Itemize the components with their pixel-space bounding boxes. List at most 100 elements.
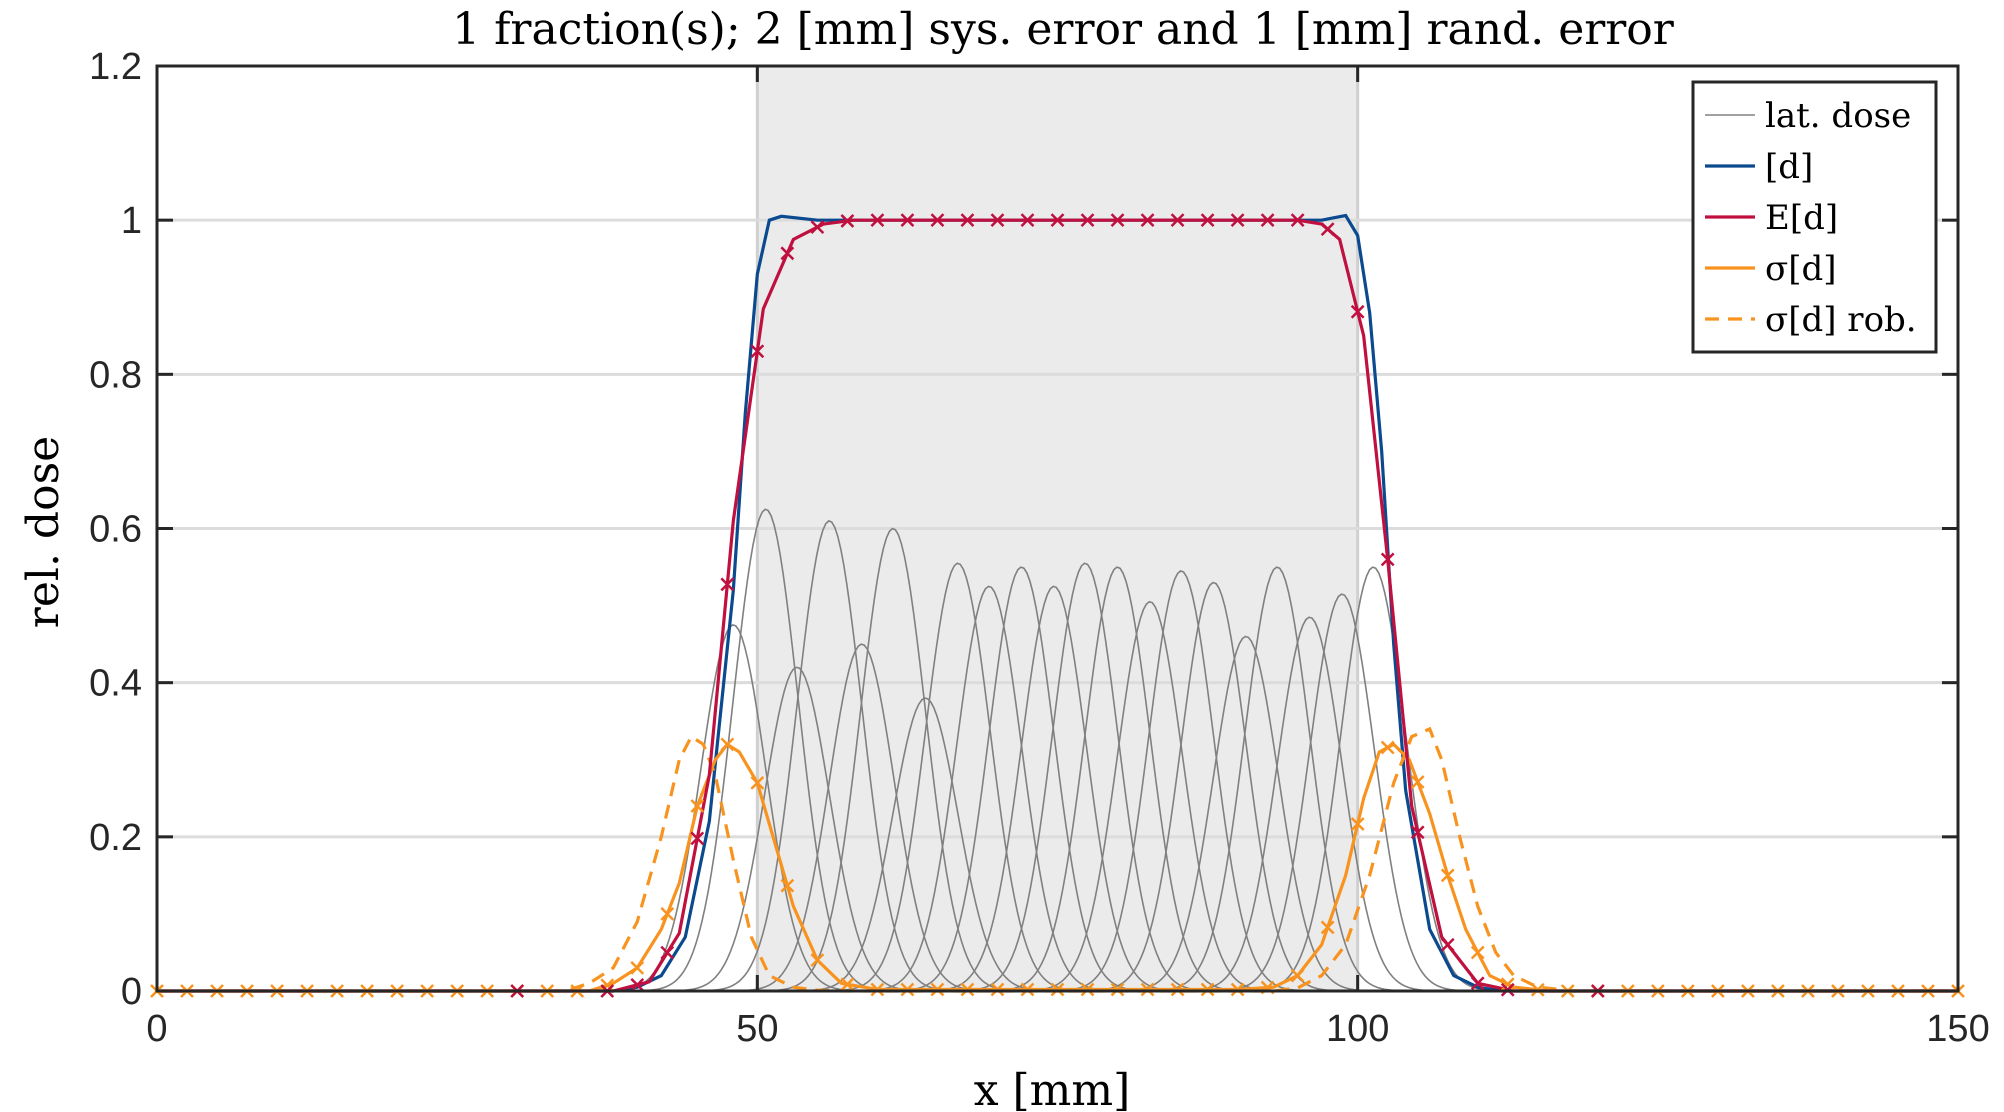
expected-marker [1350, 304, 1365, 319]
expected-marker [1290, 213, 1305, 228]
std-marker [780, 878, 795, 893]
expected-marker [1440, 937, 1455, 952]
x-tick-label: 0 [146, 1008, 167, 1050]
lateral-dose-spot [603, 624, 862, 992]
y-tick-label: 0.4 [89, 663, 142, 705]
std-marker [720, 737, 735, 752]
expected-marker [900, 213, 915, 228]
axes-layer: 0 50 100 150 0 0.2 0.4 0.6 0.8 1 1.2 [89, 46, 1990, 1050]
std-marker [600, 978, 615, 993]
lateral-dose-spot [667, 666, 926, 992]
expected-marker [1410, 825, 1425, 840]
x-tick-label: 100 [1326, 1008, 1389, 1050]
lateral-dose-spot [1212, 593, 1471, 992]
std-marker [900, 982, 915, 997]
legend-label-nominal: [d] [1765, 147, 1813, 187]
x-axis-label: x [mm] [974, 1065, 1131, 1112]
expected-marker [780, 246, 795, 261]
y-tick-label: 0.6 [89, 509, 142, 551]
std-marker [630, 960, 645, 975]
std-marker [1020, 982, 1035, 997]
y-tick-label: 1 [121, 200, 142, 242]
grid-layer [157, 218, 1958, 839]
legend-label-std: σ[d] [1765, 249, 1837, 289]
expected-marker [870, 213, 885, 228]
lateral-dose-spot [1051, 570, 1310, 992]
expected-marker [810, 220, 825, 234]
std-marker [1110, 982, 1125, 997]
std-marker [840, 977, 855, 992]
lateral-dose-spot [859, 585, 1118, 992]
y-tick-label: 1.2 [89, 46, 142, 88]
expected-marker [1200, 213, 1215, 228]
std-marker [1140, 982, 1155, 997]
std-marker [750, 775, 765, 790]
expected-marker [720, 577, 735, 592]
expected-marker [750, 344, 765, 359]
chart-title: 1 fraction(s); 2 [mm] sys. error and 1 [… [452, 4, 1675, 55]
expected-marker [1080, 213, 1095, 228]
legend-label-lateral: lat. dose [1765, 96, 1911, 136]
expected-marker [990, 213, 1005, 228]
y-tick-label: 0 [121, 971, 142, 1013]
std-marker [1170, 982, 1185, 997]
lateral-dose-spot [732, 643, 991, 992]
expected-marker [930, 213, 945, 228]
std-marker [1440, 868, 1455, 883]
expected-marker [840, 214, 855, 228]
std-marker [810, 953, 825, 968]
std-marker [1380, 740, 1395, 755]
expected-marker [690, 831, 705, 846]
expected-marker [1320, 222, 1335, 237]
std-marker [1230, 982, 1245, 997]
expected-marker [1230, 213, 1245, 228]
std-marker [1050, 982, 1065, 997]
std-marker [1500, 977, 1515, 992]
expected-marker [1020, 213, 1035, 228]
lateral-dose-spot [1147, 566, 1406, 992]
std-marker [1290, 968, 1305, 983]
expected-marker [1110, 213, 1125, 228]
expected-marker [1050, 213, 1065, 228]
y-axis-label: rel. dose [18, 436, 69, 628]
series-robust-std-line [157, 726, 1958, 993]
series-layer [150, 213, 1965, 998]
expected-marker [1170, 213, 1185, 228]
std-marker [930, 982, 945, 997]
std-marker [660, 907, 675, 921]
x-tick-label: 50 [736, 1008, 778, 1050]
std-marker [1470, 945, 1485, 960]
lateral-dose-spot [955, 562, 1214, 992]
expected-marker [1140, 213, 1155, 228]
expected-marker [630, 977, 645, 992]
expected-marker [960, 213, 975, 228]
expected-marker [1260, 213, 1275, 228]
std-marker [690, 799, 705, 813]
lateral-dose-spot [891, 566, 1150, 992]
std-marker [1320, 920, 1335, 935]
legend-label-robust-std: σ[d] rob. [1765, 300, 1917, 340]
x-tick-label: 150 [1926, 1008, 1989, 1050]
lateral-dose-spot [1179, 616, 1439, 992]
lateral-dose-spot [763, 527, 1022, 992]
marker-layer [150, 213, 1965, 998]
lateral-dose-spot [828, 562, 1087, 992]
std-marker [1410, 775, 1425, 789]
lateral-dose-spot [1116, 635, 1375, 992]
lateral-dose-layer [603, 508, 1502, 992]
std-marker [870, 982, 885, 997]
std-marker [990, 982, 1005, 997]
lateral-dose-spot [699, 519, 958, 992]
lateral-dose-spot [987, 566, 1247, 992]
std-marker [960, 982, 975, 997]
lateral-dose-spot [1020, 600, 1279, 992]
legend-label-expected: E[d] [1765, 198, 1838, 238]
std-marker [1200, 982, 1215, 997]
legend: lat. dose [d] E[d] σ[d] σ[d] rob. [1691, 80, 1938, 354]
lateral-dose-spot [636, 508, 895, 992]
lateral-dose-spot [924, 585, 1183, 992]
expected-marker [660, 945, 675, 960]
std-marker [1350, 817, 1365, 831]
expected-marker [1470, 976, 1485, 991]
